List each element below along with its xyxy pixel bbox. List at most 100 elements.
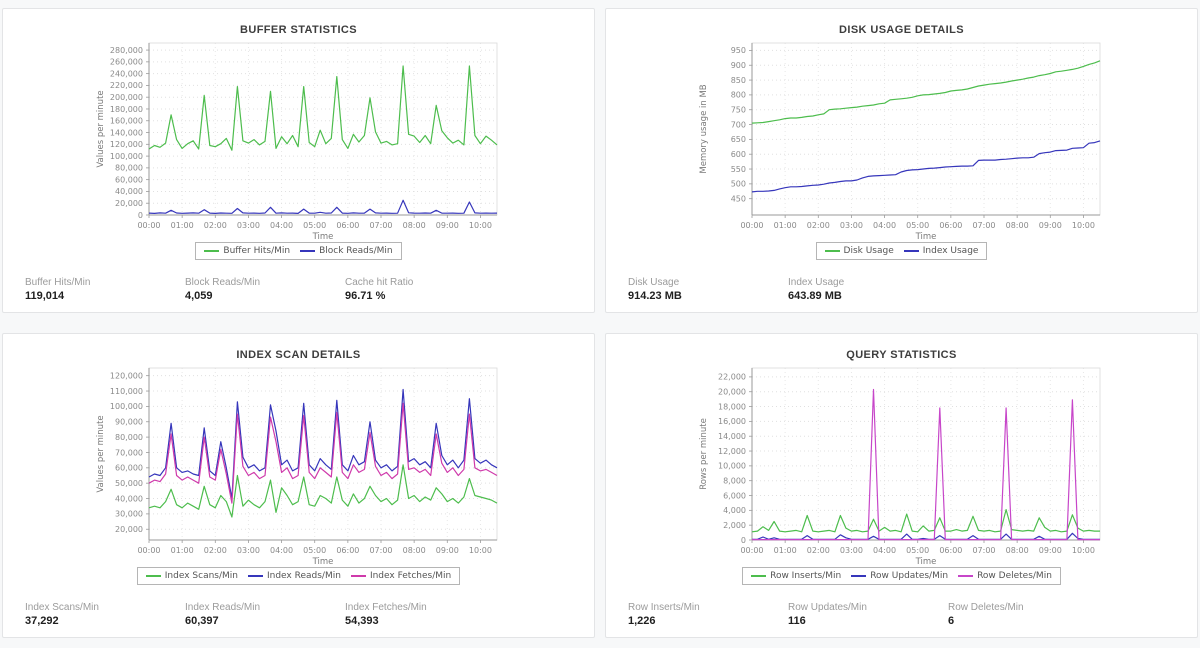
legend-swatch-icon — [145, 575, 161, 577]
svg-text:900: 900 — [730, 61, 745, 70]
svg-text:200,000: 200,000 — [109, 93, 142, 102]
svg-text:0: 0 — [740, 536, 745, 545]
svg-text:04:00: 04:00 — [270, 546, 293, 555]
legend-swatch-icon — [204, 250, 220, 252]
svg-text:50,000: 50,000 — [115, 479, 143, 488]
svg-text:Time: Time — [311, 557, 333, 567]
svg-text:02:00: 02:00 — [203, 221, 226, 230]
stats-row: Disk Usage 914.23 MB Index Usage 643.89 … — [606, 277, 1197, 302]
svg-text:03:00: 03:00 — [236, 546, 259, 555]
disk-usage-chart: 00:00 01:00 02:00 03:00 04:00 05:00 06:00 07:00… — [699, 42, 1100, 242]
stat-label: Block Reads/Min — [185, 277, 261, 288]
query-statistics-chart: 00:00 01:00 02:00 03:00 04:00 05:00 06:00 07:00… — [699, 367, 1100, 567]
svg-text:20,000: 20,000 — [718, 388, 746, 397]
stat-value: 1,226 — [628, 615, 656, 627]
stat-value: 60,397 — [185, 615, 219, 627]
stat-value: 116 — [788, 615, 806, 627]
legend-swatch-icon — [247, 575, 263, 577]
svg-text:70,000: 70,000 — [115, 448, 143, 457]
svg-text:Memory usage in MB: Memory usage in MB — [699, 84, 709, 173]
legend-swatch-icon — [751, 575, 767, 577]
stat-cache-hit-ratio: Cache hit Ratio 96.71 % — [345, 277, 505, 302]
svg-text:4,000: 4,000 — [723, 506, 746, 515]
svg-text:06:00: 06:00 — [336, 546, 359, 555]
svg-text:180,000: 180,000 — [109, 105, 142, 114]
legend-label: Buffer Hits/Min — [223, 246, 291, 256]
legend-swatch-icon — [300, 250, 316, 252]
svg-text:04:00: 04:00 — [270, 221, 293, 230]
svg-text:10:00: 10:00 — [1071, 221, 1094, 230]
svg-text:650: 650 — [730, 135, 745, 144]
svg-text:12,000: 12,000 — [718, 447, 746, 456]
stats-row: Buffer Hits/Min 119,014 Block Reads/Min … — [3, 277, 594, 302]
legend-swatch-icon — [958, 575, 974, 577]
svg-text:Values per minute: Values per minute — [96, 415, 106, 492]
svg-text:06:00: 06:00 — [939, 221, 962, 230]
svg-text:80,000: 80,000 — [115, 433, 143, 442]
svg-text:Time: Time — [914, 232, 936, 242]
stat-disk-usage: Disk Usage 914.23 MB — [628, 277, 788, 302]
svg-text:80,000: 80,000 — [115, 164, 143, 173]
stat-label: Row Deletes/Min — [948, 602, 1024, 613]
svg-text:10:00: 10:00 — [468, 546, 491, 555]
legend-item[interactable]: Block Reads/Min — [300, 246, 393, 256]
legend-label: Disk Usage — [843, 246, 894, 256]
svg-text:550: 550 — [730, 165, 745, 174]
legend-item[interactable]: Buffer Hits/Min — [204, 246, 290, 256]
stat-label: Cache hit Ratio — [345, 277, 414, 288]
svg-text:140,000: 140,000 — [109, 128, 142, 137]
legend-label: Block Reads/Min — [319, 246, 393, 256]
svg-text:06:00: 06:00 — [336, 221, 359, 230]
legend-label: Index Fetches/Min — [369, 571, 452, 581]
svg-text:05:00: 05:00 — [906, 221, 929, 230]
svg-text:Rows per minute: Rows per minute — [699, 418, 709, 490]
legend-item[interactable]: Row Deletes/Min — [958, 571, 1052, 581]
svg-text:Time: Time — [311, 232, 333, 242]
stat-value: 4,059 — [185, 290, 213, 302]
legend-item[interactable]: Disk Usage — [824, 246, 894, 256]
svg-text:00:00: 00:00 — [740, 221, 763, 230]
stat-buffer-hits: Buffer Hits/Min 119,014 — [25, 277, 185, 302]
svg-text:05:00: 05:00 — [906, 546, 929, 555]
svg-text:06:00: 06:00 — [939, 546, 962, 555]
svg-text:Values per minute: Values per minute — [96, 90, 106, 167]
stat-value: 914.23 MB — [628, 290, 682, 302]
legend-item[interactable]: Index Usage — [903, 246, 978, 256]
svg-text:20,000: 20,000 — [115, 525, 143, 534]
stat-label: Row Inserts/Min — [628, 602, 700, 613]
svg-text:8,000: 8,000 — [723, 476, 746, 485]
svg-text:01:00: 01:00 — [773, 221, 796, 230]
svg-text:16,000: 16,000 — [718, 417, 746, 426]
stat-label: Index Usage — [788, 277, 845, 288]
svg-text:18,000: 18,000 — [718, 402, 746, 411]
svg-text:220,000: 220,000 — [109, 81, 142, 90]
svg-text:07:00: 07:00 — [972, 221, 995, 230]
panel-index-scan-details: INDEX SCAN DETAILS 00:00 01:00 02:00 03:00 0… — [2, 333, 595, 638]
svg-text:100,000: 100,000 — [109, 152, 142, 161]
svg-text:00:00: 00:00 — [740, 546, 763, 555]
svg-text:10,000: 10,000 — [718, 462, 746, 471]
legend-item[interactable]: Row Updates/Min — [851, 571, 948, 581]
legend-item[interactable]: Index Reads/Min — [247, 571, 341, 581]
svg-text:03:00: 03:00 — [839, 546, 862, 555]
legend-item[interactable]: Index Fetches/Min — [350, 571, 452, 581]
legend-item[interactable]: Row Inserts/Min — [751, 571, 841, 581]
legend-swatch-icon — [903, 250, 919, 252]
svg-text:260,000: 260,000 — [109, 58, 142, 67]
panel-title: BUFFER STATISTICS — [240, 24, 357, 36]
legend-item[interactable]: Index Scans/Min — [145, 571, 238, 581]
svg-text:110,000: 110,000 — [109, 387, 142, 396]
svg-text:01:00: 01:00 — [170, 546, 193, 555]
stat-value: 37,292 — [25, 615, 59, 627]
svg-text:100,000: 100,000 — [109, 402, 142, 411]
svg-text:6,000: 6,000 — [723, 491, 746, 500]
svg-text:280,000: 280,000 — [109, 46, 142, 55]
svg-text:09:00: 09:00 — [435, 546, 458, 555]
svg-text:07:00: 07:00 — [972, 546, 995, 555]
svg-text:03:00: 03:00 — [839, 221, 862, 230]
stat-label: Row Updates/Min — [788, 602, 867, 613]
stats-row: Index Scans/Min 37,292 Index Reads/Min 6… — [3, 602, 594, 627]
chart-legend: Disk Usage Index Usage — [815, 242, 988, 260]
svg-text:14,000: 14,000 — [718, 432, 746, 441]
svg-text:2,000: 2,000 — [723, 521, 746, 530]
